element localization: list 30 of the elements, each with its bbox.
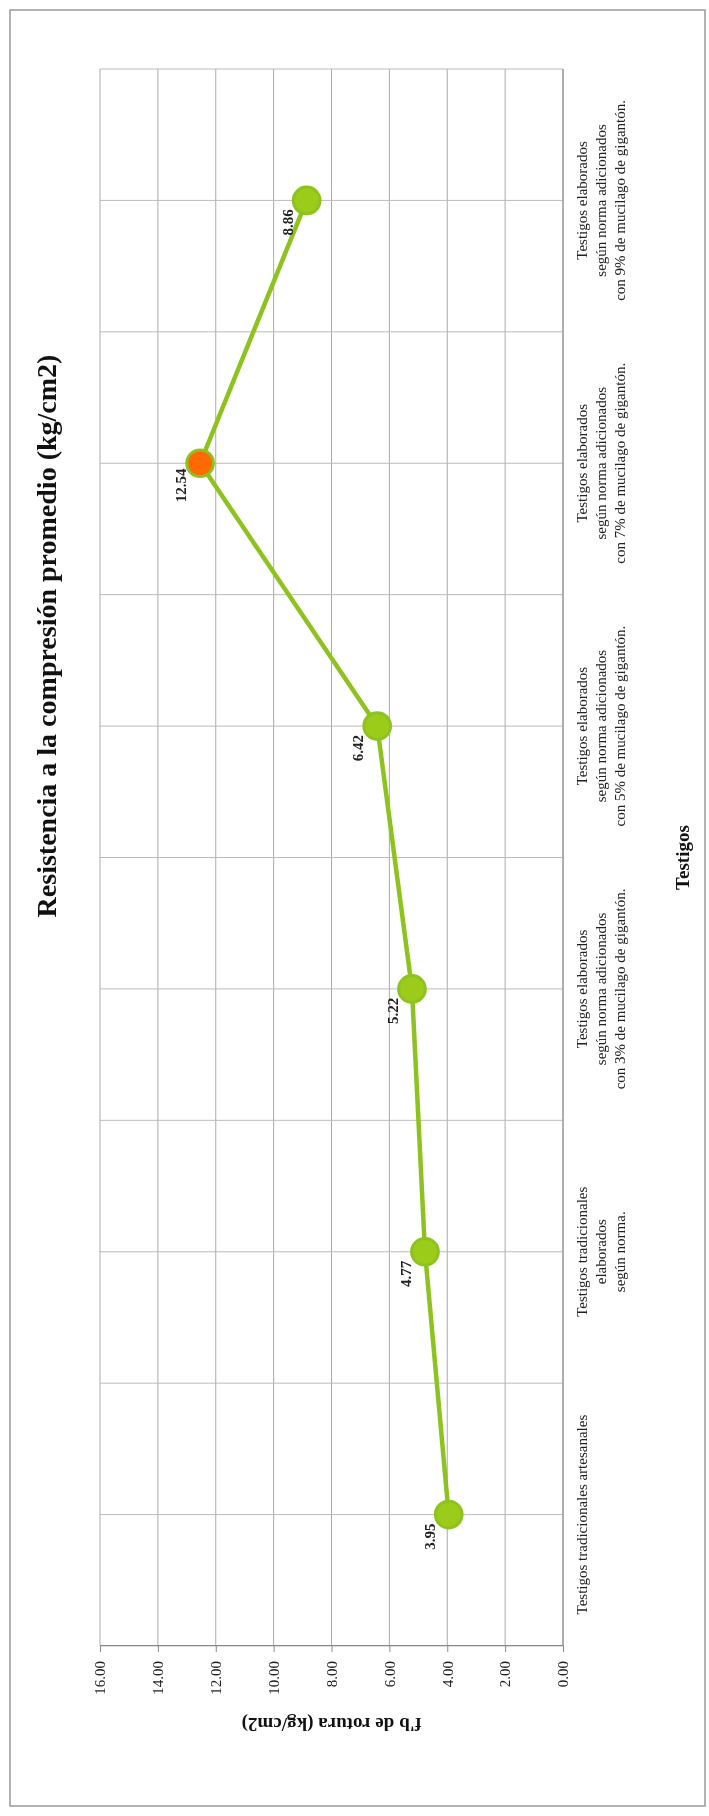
data-label: 8.86 <box>279 208 296 236</box>
data-label: 5.22 <box>384 997 401 1025</box>
data-label: 3.95 <box>421 1523 438 1550</box>
x-tick-label: 12.00 <box>208 1661 225 1695</box>
y-tick-label: Testigos elaborados según norma adicionados con 3% de mucilago de gigantón. <box>574 888 628 1090</box>
point <box>185 448 215 479</box>
data-label: 6.42 <box>350 734 367 762</box>
y-tick-label: Testigos elaborados según norma adicionados con 7% de mucilago de gigantón. <box>574 362 628 564</box>
point <box>410 1236 440 1267</box>
x-tick-label: 8.00 <box>323 1661 340 1688</box>
data-label: 12.54 <box>173 467 190 503</box>
point <box>397 974 427 1004</box>
point <box>362 711 393 741</box>
data-label: 4.77 <box>397 1260 414 1287</box>
text: Resistencia a la compresión promedio (kg/cm2) <box>31 354 62 918</box>
point <box>433 1499 464 1530</box>
x-tick-label: 0.00 <box>555 1661 572 1688</box>
x-tick-label: 14.00 <box>150 1661 167 1695</box>
x-axis-title: f'b de rotura (kg/cm2) <box>241 1713 422 1735</box>
x-tick-label: 16.00 <box>92 1661 109 1695</box>
y-tick-label: Testigos elaborados según norma adicionados con 9% de mucilago de gigantón. <box>574 100 628 301</box>
y-tick-label: Testigos tradicionales artesanales <box>574 1414 590 1615</box>
x-tick-label: 6.00 <box>381 1661 398 1688</box>
point <box>291 185 322 216</box>
y-axis-title: Testigos <box>672 825 693 890</box>
y-tick-label: Testigos elaborados según norma adicionados con 5% de mucilago de gigantón. <box>574 625 628 827</box>
x-tick-label: 4.00 <box>439 1661 456 1688</box>
x-tick-label: 10.00 <box>265 1661 282 1695</box>
y-tick-label: Testigos tradicionales elaborados según norma. <box>574 1186 628 1317</box>
x-tick-label: 2.00 <box>497 1661 514 1688</box>
